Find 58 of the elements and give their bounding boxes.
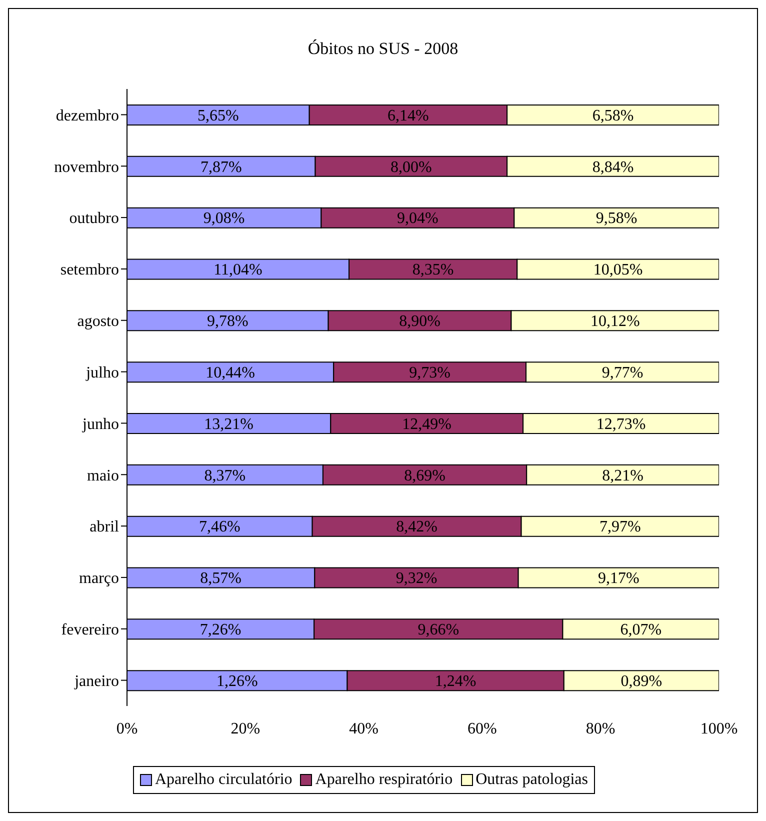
annotation: 6,14% [388,107,429,124]
annotation: 9,32% [396,570,438,588]
annotation: 8,69% [404,467,446,484]
annotation: 9,58% [596,210,638,228]
legend-label: Aparelho circulatório [154,771,292,789]
y-tick-label: agosto [77,313,119,330]
annotation: 12,73% [596,416,646,433]
annotation: 8,35% [412,262,454,279]
y-tick-label: outubro [69,210,119,228]
y-tick-label: fevereiro [61,622,119,639]
annotation: 0,89% [620,672,662,690]
annotation: 8,57% [200,570,242,588]
annotation: 8,42% [396,518,438,536]
chart-title: Óbitos no SUS - 2008 [306,38,460,60]
y-tick-label: novembro [54,158,119,176]
annotation: 7,26% [200,622,242,639]
annotation: 1,24% [434,672,476,690]
annotation: 5,65% [198,107,239,124]
y-tick-label: dezembro [56,107,119,124]
annotation: 8,00% [390,158,432,176]
x-tick-label: 40% [349,720,378,738]
annotation: 10,12% [590,313,640,330]
annotation: 11,04% [214,262,262,279]
x-tick-label: 80% [586,720,616,738]
annotation: 13,21% [204,416,254,433]
legend-label: Aparelho respiratório [314,771,453,789]
y-tick-label: março [79,570,119,588]
annotation: 8,90% [399,313,440,330]
annotation: 9,73% [409,364,450,382]
annotation: 9,17% [598,570,640,588]
y-tick-label: abril [90,518,120,536]
annotation: 10,44% [206,364,255,382]
x-tick-label: 0% [116,720,138,738]
y-tick-label: julho [85,364,119,382]
annotation: 9,08% [203,210,245,228]
annotation: 8,21% [602,467,644,484]
annotation: 1,26% [216,672,258,690]
annotation: 12,49% [402,416,452,433]
annotation: 9,04% [397,210,438,228]
x-tick-label: 20% [230,720,260,738]
annotation: 6,58% [592,107,634,124]
annotation: 6,07% [620,622,662,639]
y-tick-label: maio [87,467,119,484]
y-tick-label: setembro [60,262,119,279]
annotation: 7,46% [198,518,240,536]
legend-label: Outras patologias [474,771,588,789]
y-tick-label: janeiro [74,672,119,690]
x-tick-label: 60% [468,720,497,738]
annotation: 9,77% [602,364,644,382]
x-tick-label: 100% [700,720,738,738]
annotation: 8,37% [204,467,246,484]
annotation: 7,97% [599,518,641,536]
annotation: 10,05% [593,262,643,279]
y-tick-label: junho [82,416,119,433]
annotation: 9,78% [206,313,248,330]
annotation: 8,84% [592,158,634,176]
annotation: 9,66% [418,622,460,639]
annotation: 7,87% [200,158,242,176]
